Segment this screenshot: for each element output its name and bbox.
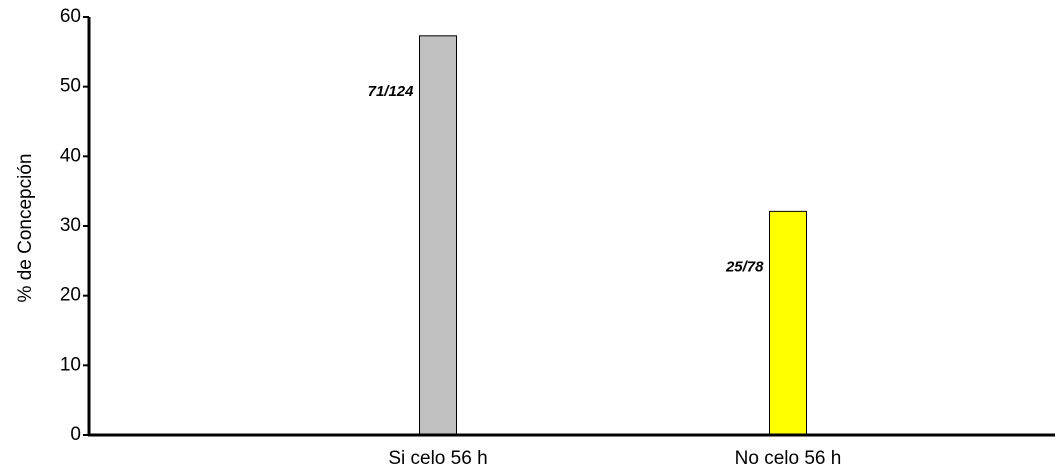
y-axis-title: % de Concepción (15, 154, 36, 303)
bar-data-label: 71/124 (368, 83, 415, 100)
y-tick-label: 10 (60, 354, 81, 375)
x-category-label: Si celo 56 h (388, 448, 487, 469)
bar (769, 210, 807, 436)
y-tick-label: 50 (60, 76, 81, 97)
bar (419, 35, 457, 436)
bars (419, 35, 807, 436)
y-axis-title-group: % de Concepción (15, 154, 36, 303)
bar-data-labels: 71/124 25/78 (368, 83, 765, 276)
x-axis-category-labels: Si celo 56 h No celo 56 h (388, 448, 841, 469)
bar-data-label: 25/78 (725, 258, 764, 275)
y-axis-ticks: 0 10 20 30 40 50 60 (60, 6, 89, 445)
y-tick-label: 20 (60, 285, 81, 306)
x-category-label: No celo 56 h (735, 448, 842, 469)
y-tick-label: 0 (70, 424, 81, 445)
y-tick-label: 30 (60, 215, 81, 236)
y-tick-label: 40 (60, 145, 81, 166)
y-tick-label: 60 (60, 6, 81, 27)
